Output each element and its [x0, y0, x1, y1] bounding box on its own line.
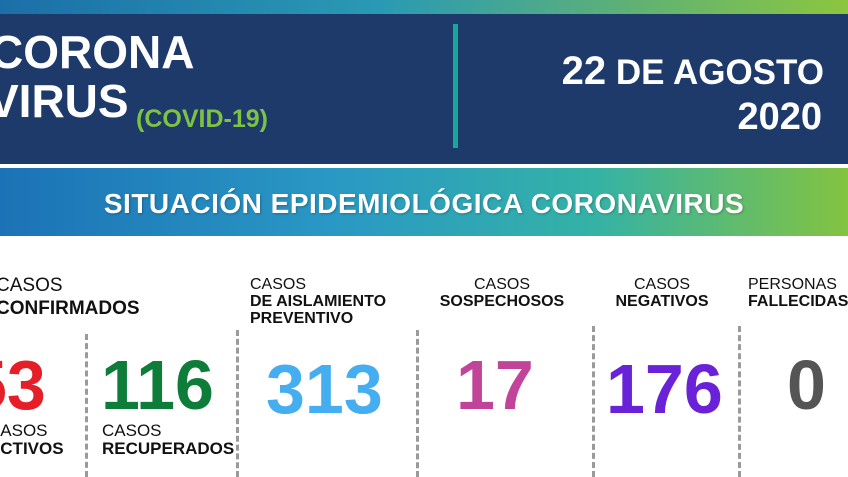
sospechosos-value: 17	[456, 346, 534, 424]
divider-dashed	[85, 334, 88, 477]
divider-dashed	[416, 330, 419, 477]
recuperados-label: CASOS RECUPERADOS	[102, 421, 235, 458]
date-month: DE AGOSTO	[615, 53, 824, 92]
title-line2: VIRUS	[0, 75, 129, 127]
fallecidas-value: 0	[787, 346, 826, 424]
sospechosos-label: CASOS SOSPECHOSOS	[439, 276, 565, 310]
title-line1: CORONA	[0, 26, 195, 78]
separator-line	[0, 164, 848, 168]
banner-title: SITUACIÓN EPIDEMIOLÓGICA CORONAVIRUS	[103, 188, 745, 219]
date-day: 22	[561, 49, 607, 93]
divider-dashed	[738, 326, 741, 477]
negativos-value: 176	[606, 350, 723, 428]
section-banner: SITUACIÓN EPIDEMIOLÓGICA CORONAVIRUS	[0, 168, 848, 236]
header-divider	[453, 24, 458, 148]
activos-label: CASOS ACTIVOS	[0, 421, 64, 458]
top-gradient-strip	[0, 0, 848, 14]
divider-dashed	[236, 330, 239, 477]
recuperados-value: 116	[101, 346, 214, 424]
confirmados-label: CASOS CONFIRMADOS	[0, 275, 140, 319]
fallecidas-label: PERSONAS FALLECIDAS	[748, 276, 848, 310]
activos-value: 53	[0, 346, 46, 424]
negativos-label: CASOS NEGATIVOS	[615, 276, 709, 310]
divider-dashed	[592, 326, 595, 477]
aislamiento-label: CASOS DE AISLAMIENTO PREVENTIVO	[250, 276, 387, 327]
header-bar	[0, 14, 848, 164]
date-year: 2020	[737, 96, 822, 138]
subtitle: (COVID-19)	[136, 105, 268, 133]
aislamiento-value: 313	[266, 350, 383, 428]
date-day-month: 22 DE AGOSTO	[562, 51, 824, 92]
